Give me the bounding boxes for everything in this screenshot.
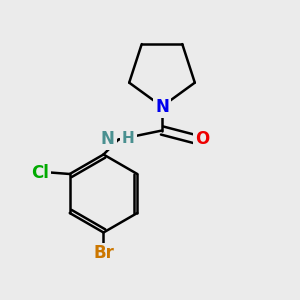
Text: H: H [122, 131, 135, 146]
Text: N: N [155, 98, 169, 116]
Text: N: N [101, 130, 115, 148]
Text: Cl: Cl [32, 164, 49, 181]
Text: Br: Br [93, 244, 114, 262]
Text: O: O [195, 130, 209, 148]
